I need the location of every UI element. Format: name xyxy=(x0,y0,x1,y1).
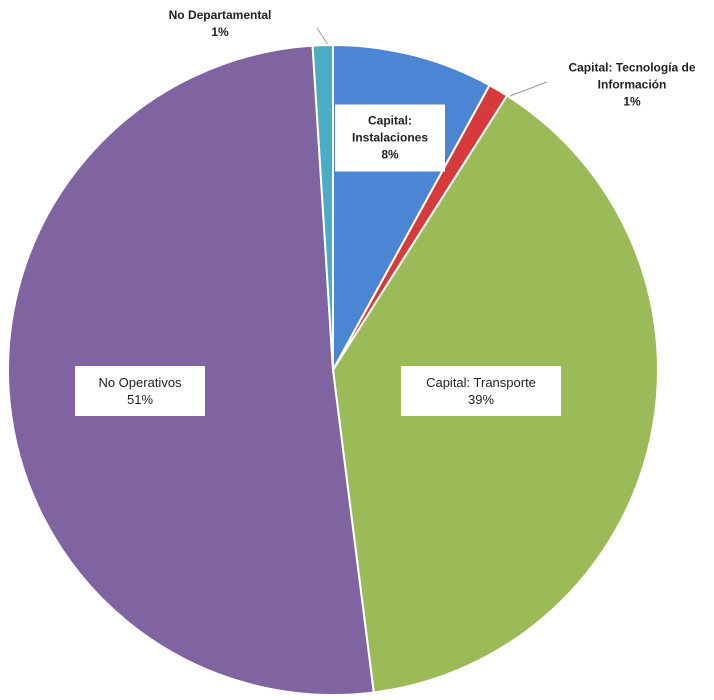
category-label: Capital: Transporte xyxy=(426,375,536,390)
slice-label: No Operativos 51% xyxy=(75,366,205,416)
value-label: 51% xyxy=(126,392,154,407)
value-label: 39% xyxy=(467,392,495,407)
category-label: Capital: Tecnología de Información xyxy=(568,60,696,92)
leader-line xyxy=(509,81,548,97)
slice-label: Capital: Transporte 39% xyxy=(401,366,561,416)
category-label: No Departamental xyxy=(168,8,272,22)
slice-label: Capital: Instalaciones 8% xyxy=(335,104,445,172)
value-label: 8% xyxy=(381,147,399,162)
category-label: No Operativos xyxy=(98,375,182,390)
slice-label: No Departamental 1% xyxy=(145,7,295,41)
value-label: 1% xyxy=(623,94,641,109)
slice-label: Capital: Tecnología de Información 1% xyxy=(547,60,714,111)
pie-slice xyxy=(311,43,334,371)
category-label: Capital: Instalaciones xyxy=(351,113,429,145)
value-label: 1% xyxy=(211,25,229,39)
